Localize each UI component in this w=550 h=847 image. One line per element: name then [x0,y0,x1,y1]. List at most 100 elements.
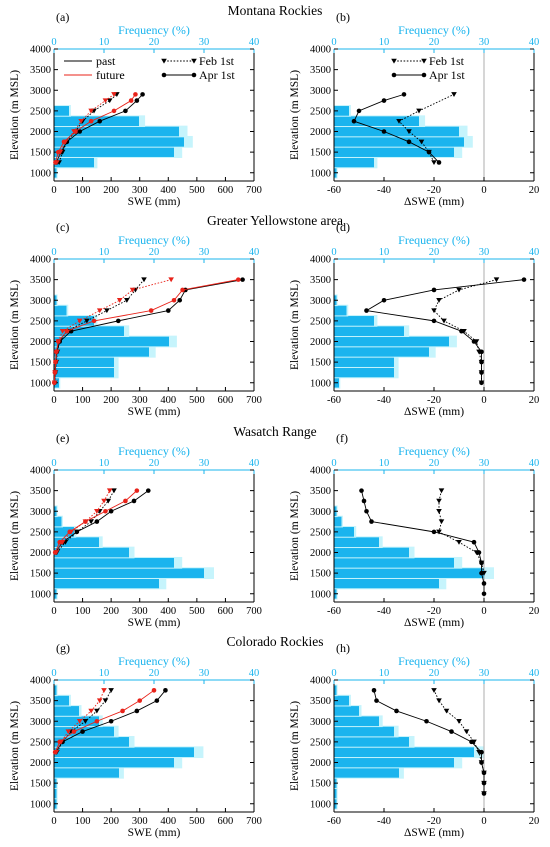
frequency-bar [54,578,159,589]
y-axis-label: Elevation (m MSL) [289,491,301,581]
data-point [80,729,85,734]
data-point [479,359,484,365]
series-line-future-feb [56,94,115,163]
frequency-tick-label: 40 [249,458,260,469]
y-tick-label: 4000 [30,676,51,687]
frequency-bar [54,527,74,537]
panel-h: -60 -40 -20 0 20 ΔSWE (mm) 0 10 20 30 40 Frequency … [289,641,539,839]
frequency-tick-label: 30 [479,458,490,469]
y-tick-label: 1500 [310,358,331,369]
data-point [102,698,109,704]
y-tick-label: 2500 [30,527,51,538]
data-point [76,719,83,724]
x-tick-label: -20 [427,395,441,406]
data-point [371,688,377,693]
y-tick-label: 2000 [310,548,331,559]
data-point [431,160,437,166]
frequency-bar [54,357,114,367]
frequency-bar [334,126,459,137]
data-point [105,498,112,504]
data-point [456,719,462,724]
data-point [151,688,157,693]
legend-feb-label: Feb 1st [429,54,465,68]
y-tick-label: 4000 [310,45,331,56]
data-point [431,529,437,535]
y-tick-label: 2000 [30,548,51,559]
series-line-past-feb [58,94,118,163]
frequency-bar [334,106,349,116]
data-point [436,698,442,704]
x-tick-label: 0 [51,185,56,196]
y-tick-label: 1000 [310,378,331,389]
frequency-bar [54,685,57,696]
data-point [456,287,462,293]
frequency-bar [54,136,184,147]
frequency-tick-label: 20 [149,37,160,48]
legend-marker-feb [421,58,427,64]
data-point [108,508,114,514]
y-tick-label: 1500 [310,569,331,580]
data-point [436,498,442,504]
data-point [235,277,241,282]
y-tick-label: 3500 [310,275,331,286]
legend-marker-apr [191,72,197,78]
y-tick-label: 3500 [310,486,331,497]
frequency-bar [334,346,429,357]
data-point [103,508,108,514]
y-tick-label: 3500 [30,65,51,76]
frequency-bar [54,126,179,137]
y-tick-label: 3000 [310,507,331,518]
data-point [108,688,114,693]
data-point [479,749,484,755]
y-tick-label: 1500 [30,569,51,580]
frequency-tick-label: 20 [429,668,440,679]
data-point [106,98,113,104]
x-tick-label: 0 [51,816,56,827]
y-tick-label: 2500 [310,737,331,748]
data-point [441,318,447,324]
data-point [359,488,364,493]
frequency-bar [54,757,174,768]
x-tick-label: -60 [327,816,341,827]
x-axis-label: ΔSWE (mm) [404,827,464,839]
data-point [61,139,67,145]
data-point [471,339,477,344]
frequency-bar [54,367,114,378]
y-tick-label: 4000 [30,45,51,56]
frequency-tick-label: 10 [99,37,110,48]
y-tick-label: 1000 [30,589,51,600]
panel-label: (b) [336,10,350,24]
x-axis-label: SWE (mm) [128,406,181,418]
data-point [381,297,387,303]
frequency-bar [54,747,194,758]
y-tick-label: 1000 [310,168,331,179]
data-point [71,729,77,734]
y-tick-label: 2500 [310,316,331,327]
frequency-bar [334,147,454,157]
data-point [55,339,61,344]
frequency-tick-label: 40 [529,458,540,469]
x-tick-label: 600 [218,395,234,406]
frequency-bar [54,695,69,706]
frequency-tick-label: 40 [249,668,260,679]
data-point [438,519,445,525]
frequency-axis-label: Frequency (%) [398,444,470,458]
data-point [431,318,437,324]
frequency-bar [334,537,379,548]
data-point [361,498,367,504]
x-tick-label: -60 [327,185,341,196]
y-tick-label: 3000 [310,717,331,728]
frequency-tick-label: 10 [99,247,110,258]
data-point [469,739,474,745]
data-point [59,328,66,334]
data-point [436,529,442,535]
frequency-axis-label: Frequency (%) [118,233,190,247]
x-tick-label: 0 [481,185,486,196]
frequency-axis-label: Frequency (%) [398,654,470,668]
frequency-bar [334,685,337,696]
data-point [381,98,387,103]
frequency-bar [334,116,419,127]
data-point [481,770,487,776]
data-point [134,98,140,103]
frequency-tick-label: 20 [429,247,440,258]
